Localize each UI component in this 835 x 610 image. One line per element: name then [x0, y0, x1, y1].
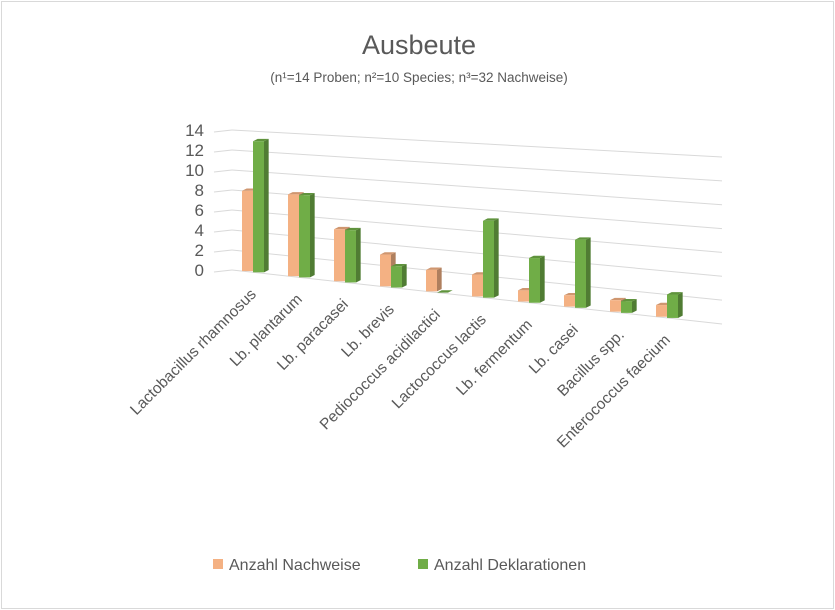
bar [253, 141, 264, 273]
bar-top [380, 252, 396, 255]
bar-top [288, 192, 304, 195]
gridline [213, 129, 233, 133]
bar-top [529, 255, 545, 259]
bar-top [253, 138, 269, 142]
bar-side [437, 267, 442, 292]
bar-top [345, 227, 361, 231]
bar-top [667, 292, 683, 295]
bar [345, 230, 356, 283]
x-tick-label: Lactococcus lactis [389, 311, 490, 412]
chart-subtitle: (n¹=14 Proben; n²=10 Species; n³=32 Nach… [270, 70, 568, 85]
bar [472, 274, 483, 297]
bar [656, 305, 667, 317]
y-tick-label: 12 [185, 141, 204, 160]
bar [564, 295, 575, 307]
bar-side [402, 263, 407, 288]
bar-top [426, 267, 442, 270]
y-tick-label: 6 [195, 201, 204, 220]
bar [518, 290, 529, 302]
gridline [213, 149, 233, 153]
gridline [231, 149, 723, 182]
bar-side [540, 255, 545, 303]
gridline [231, 129, 723, 158]
gridline [213, 209, 233, 213]
y-tick-label: 4 [195, 221, 204, 240]
bar [299, 195, 310, 278]
gridline [213, 189, 233, 193]
chart-title: Ausbeute [362, 30, 476, 60]
bar-side [494, 218, 499, 298]
bar-top [391, 263, 407, 267]
bar [483, 220, 494, 298]
bar [391, 266, 402, 288]
gridline [213, 169, 233, 173]
legend-label: Anzahl Deklarationen [434, 557, 586, 574]
bar [426, 269, 437, 292]
bar-top [299, 192, 315, 196]
bar-top [437, 290, 453, 293]
bar [575, 239, 586, 308]
y-tick-label: 8 [195, 181, 204, 200]
gridline [231, 169, 723, 206]
legend-swatch [213, 559, 223, 569]
bar-side [310, 192, 315, 278]
gridline [231, 269, 723, 325]
bar-side [356, 227, 361, 283]
bar-top [334, 226, 350, 230]
bar-side [678, 292, 683, 318]
legend-label: Anzahl Nachweise [229, 557, 361, 574]
bar-top [621, 299, 637, 302]
bar [529, 258, 540, 303]
bar [242, 190, 253, 272]
bar-top [483, 218, 499, 221]
bar-side [586, 237, 591, 308]
bar [667, 294, 678, 318]
y-tick-label: 10 [185, 161, 204, 180]
y-tick-label: 0 [195, 261, 204, 280]
legend-swatch [418, 559, 428, 569]
gridline [213, 249, 233, 253]
gridline [213, 269, 233, 273]
y-tick-label: 14 [185, 121, 204, 140]
bar-side [632, 299, 637, 313]
bar-side [264, 138, 269, 273]
bar-top [575, 237, 591, 240]
bar-top [610, 297, 626, 301]
y-tick-label: 2 [195, 241, 204, 260]
bar [610, 300, 621, 312]
bar [621, 301, 632, 313]
bar [380, 254, 391, 287]
bar [288, 194, 299, 277]
gridline [213, 229, 233, 233]
bar [334, 229, 345, 282]
